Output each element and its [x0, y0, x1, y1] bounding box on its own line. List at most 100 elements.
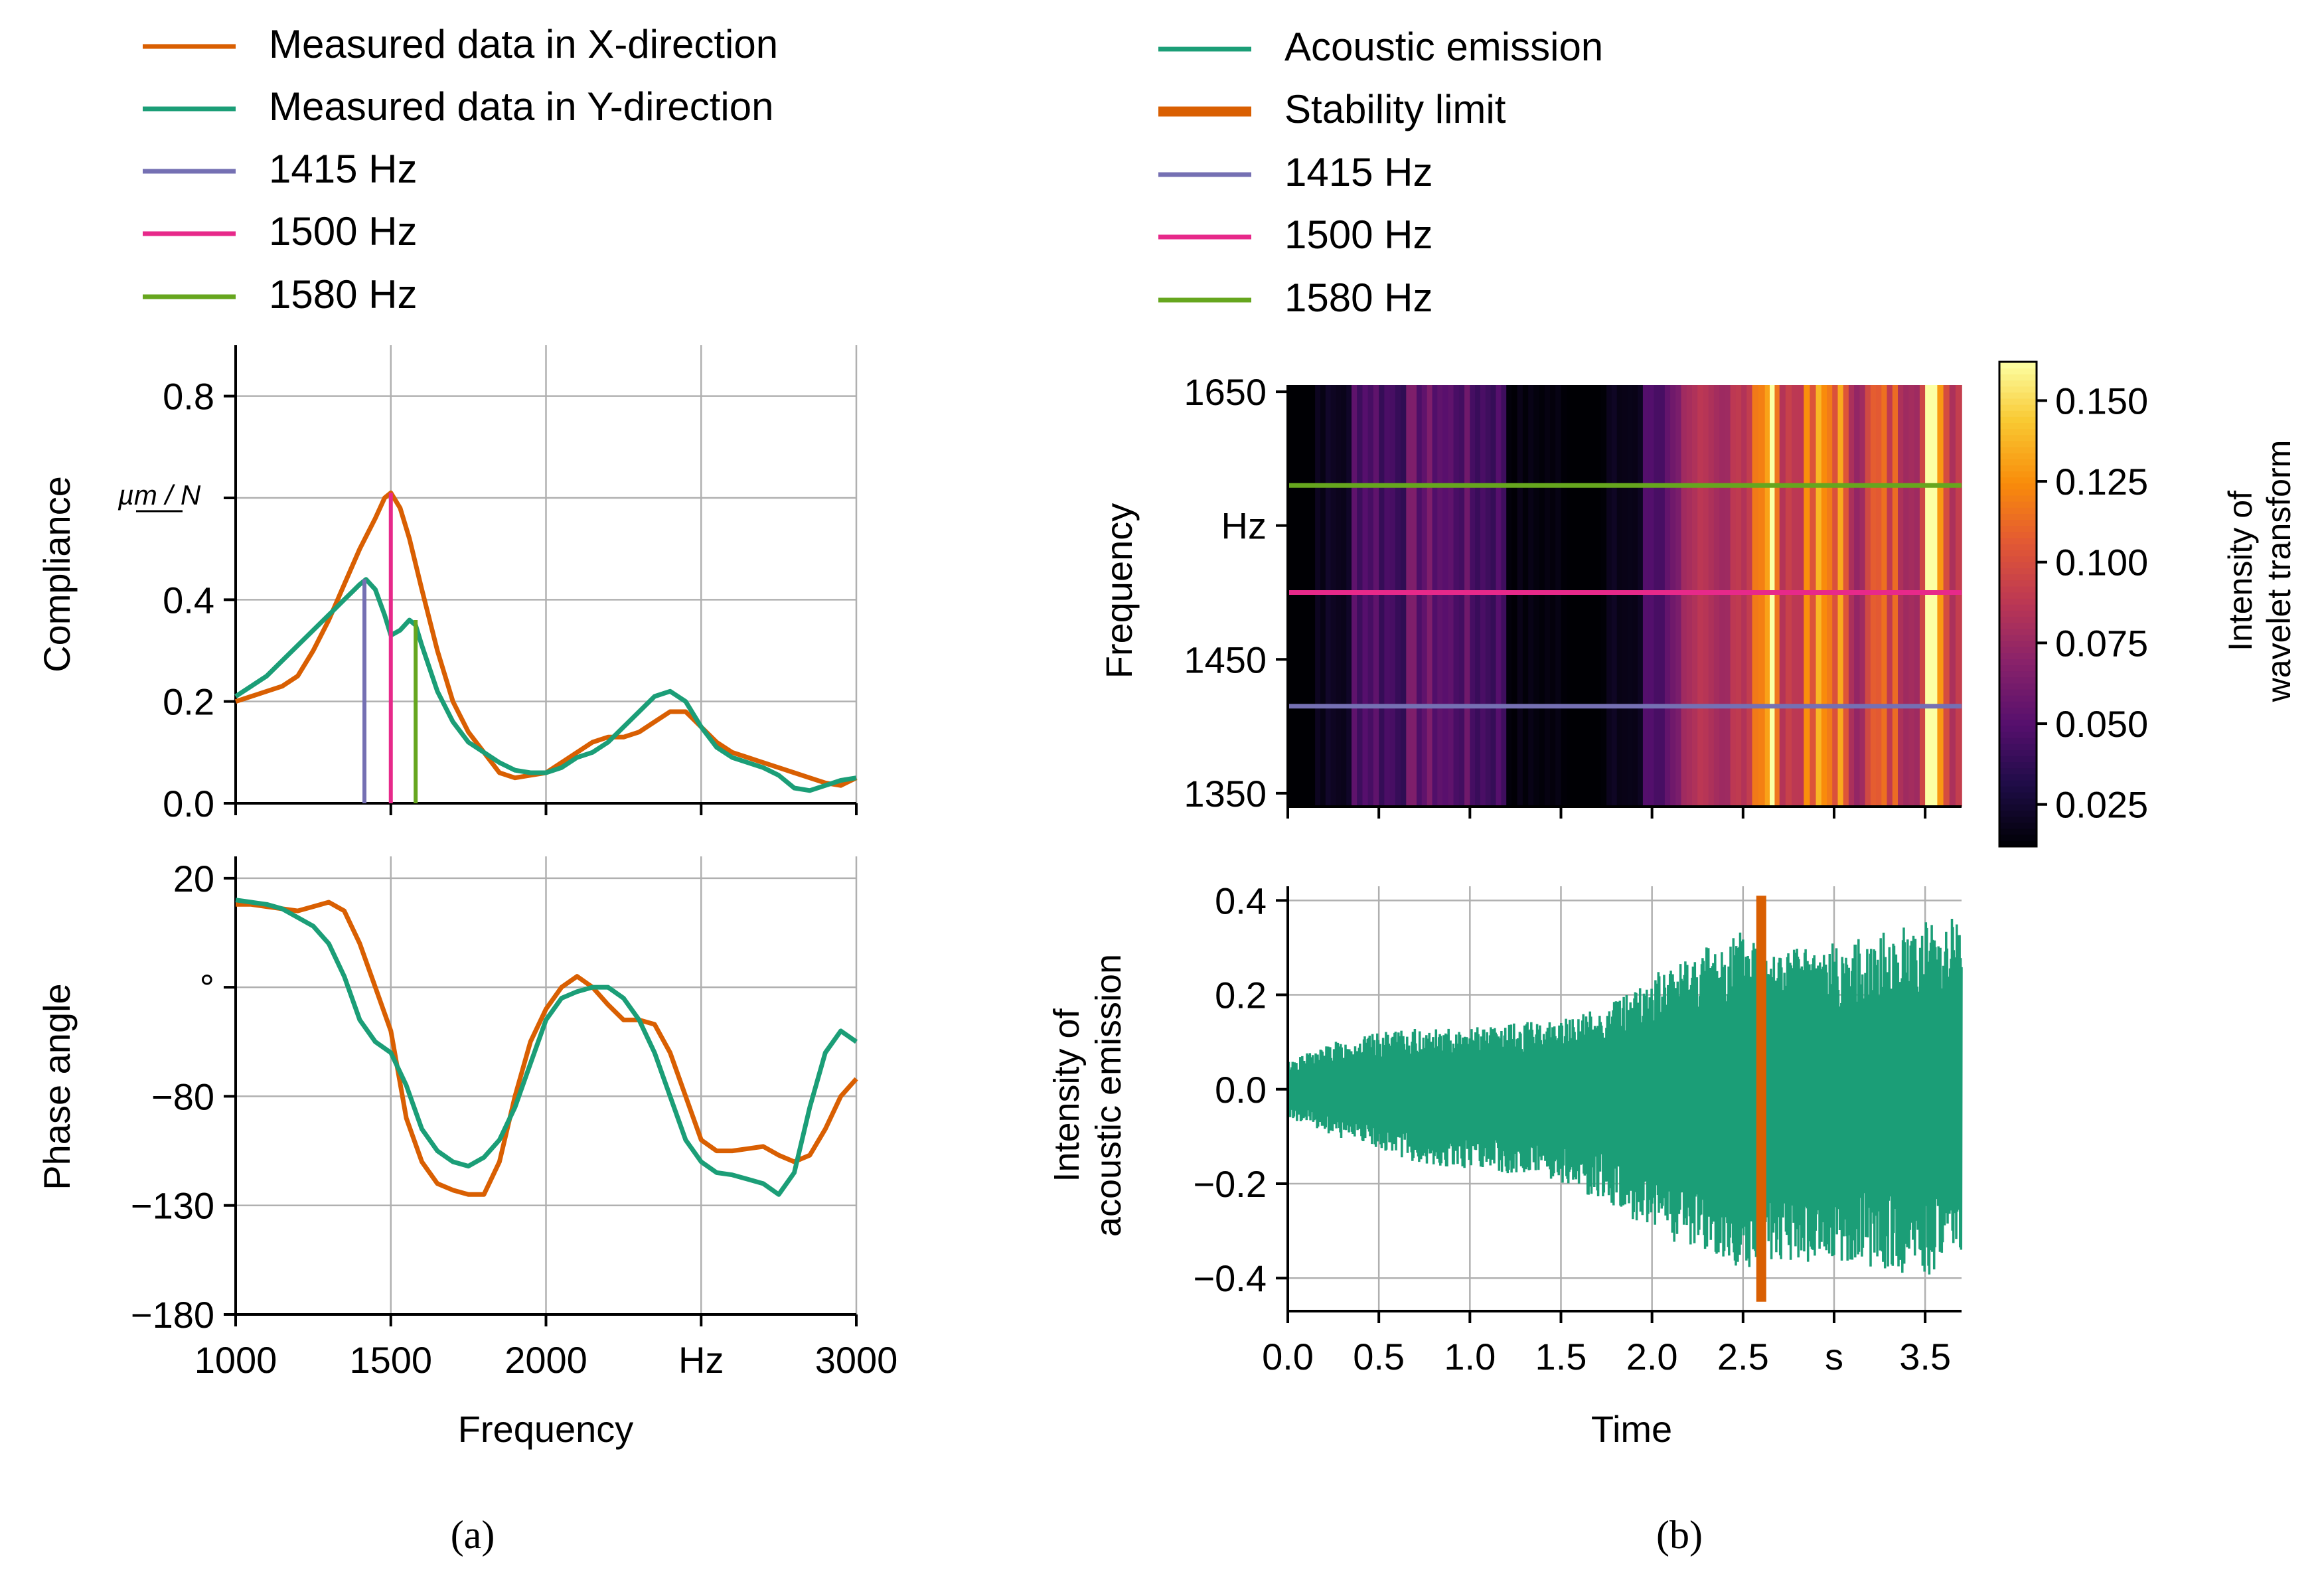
colorbar-band	[1999, 750, 2037, 756]
acoustic-xtick-label: 1.5	[1535, 1336, 1587, 1378]
wavelet-cell	[1346, 385, 1352, 807]
wavelet-cell	[1752, 385, 1759, 807]
colorbar-band	[1999, 785, 2037, 793]
acoustic-xtick-label: 3.5	[1899, 1336, 1951, 1378]
colorbar-band	[1999, 374, 2037, 381]
wavelet-cell	[1798, 385, 1804, 807]
legend-b: Acoustic emission Stability limit 1415 H…	[1158, 25, 1603, 320]
wavelet-ytick-label: 1650	[1184, 371, 1267, 413]
colorbar-band	[1999, 725, 2037, 732]
wavelet-cell	[1427, 385, 1433, 807]
colorbar-band	[1999, 531, 2037, 538]
colorbar-tick-label: 0.025	[2055, 784, 2148, 826]
wavelet-cell	[1816, 385, 1822, 807]
legend-a-label-1500: 1500 Hz	[269, 209, 417, 254]
colorbar-band	[1999, 622, 2037, 629]
wavelet-cell	[1692, 385, 1698, 807]
colorbar-band	[1999, 616, 2037, 623]
wavelet-cell	[1362, 385, 1369, 807]
wavelet-cell	[1406, 385, 1412, 807]
wavelet-cell	[1298, 385, 1305, 807]
wavelet-cell	[1804, 385, 1811, 807]
acoustic-xlabel: Time	[1591, 1408, 1672, 1450]
wavelet-cell	[1887, 385, 1893, 807]
colorbar-band	[1999, 434, 2037, 441]
wavelet-cell	[1659, 385, 1666, 807]
legend-a-label-x: Measured data in X-direction	[269, 22, 778, 66]
colorbar-band	[1999, 640, 2037, 647]
wavelet-cell	[1533, 385, 1540, 807]
wavelet-cell	[1648, 385, 1655, 807]
wavelet-cell	[1881, 385, 1888, 807]
wavelet-cell	[1309, 385, 1316, 807]
acoustic-ylabel-2: acoustic emission	[1089, 954, 1128, 1237]
colorbar-band	[1999, 737, 2037, 744]
colorbar-band	[1999, 634, 2037, 641]
wavelet-cell	[1561, 385, 1567, 807]
colorbar-band	[1999, 743, 2037, 750]
colorbar-band	[1999, 755, 2037, 762]
colorbar-band	[1999, 574, 2037, 581]
colorbar-band	[1999, 822, 2037, 829]
wavelet-cell	[1448, 385, 1454, 807]
wavelet-cell	[1774, 385, 1780, 807]
phase-xtick-label: 3000	[815, 1339, 898, 1381]
colorbar-frame	[1998, 360, 2038, 848]
colorbar-tick-label: 0.050	[2055, 703, 2148, 745]
legend-a-label-y: Measured data in Y-direction	[269, 84, 774, 129]
wavelet-cell	[1908, 385, 1915, 807]
colorbar-band	[1999, 671, 2037, 678]
colorbar-band	[1999, 489, 2037, 496]
wavelet-cell	[1401, 385, 1407, 807]
wavelet-cell	[1506, 385, 1513, 807]
wavelet-ytick-label: Hz	[1221, 505, 1267, 547]
wavelet-cell	[1675, 385, 1682, 807]
wavelet-cell	[1735, 385, 1742, 807]
wavelet-cell	[1937, 385, 1944, 807]
wavelet-cell	[1496, 385, 1502, 807]
acoustic-ytick-label: −0.4	[1193, 1257, 1267, 1299]
wavelet-cell	[1470, 385, 1476, 807]
colorbar-band	[1999, 665, 2037, 672]
wavelet-cell	[1490, 385, 1497, 807]
wavelet-cell	[1594, 385, 1602, 807]
legend-a-label-1580: 1580 Hz	[269, 272, 417, 317]
colorbar-band	[1999, 362, 2037, 368]
phase-series-y	[235, 898, 858, 1197]
wavelet-cell	[1627, 385, 1633, 807]
wavelet-cell	[1511, 385, 1518, 807]
colorbar-band	[1999, 410, 2037, 417]
caption-b: (b)	[1656, 1513, 1703, 1557]
colorbar-band	[1999, 416, 2037, 423]
wavelet-cell	[1288, 385, 1294, 807]
phase-xtick-label: 1500	[349, 1339, 432, 1381]
wavelet-cell	[1606, 385, 1612, 807]
acoustic-xtick-label: 0.5	[1353, 1336, 1405, 1378]
wavelet-cell	[1914, 385, 1920, 807]
compliance-ytick-label: 0.4	[163, 579, 214, 621]
colorbar-tick-label: 0.100	[2055, 542, 2148, 584]
wavelet-cell	[1417, 385, 1423, 807]
wavelet-cell	[1539, 385, 1545, 807]
acoustic-ytick-label: 0.4	[1215, 880, 1267, 921]
colorbar-band	[1999, 707, 2037, 714]
phase-xtick-label: 2000	[504, 1339, 587, 1381]
wavelet-cell	[1336, 385, 1342, 807]
wavelet-cell	[1442, 385, 1449, 807]
colorbar-band	[1999, 767, 2037, 775]
colorbar-band	[1999, 810, 2037, 817]
wavelet-cell	[1304, 385, 1310, 807]
colorbar-tick-label: 0.150	[2055, 380, 2148, 422]
wavelet-cell	[1785, 385, 1792, 807]
acoustic-ytick-label: 0.0	[1215, 1069, 1267, 1111]
colorbar-band	[1999, 682, 2037, 690]
colorbar-band	[1999, 653, 2037, 659]
wavelet-cell	[1475, 385, 1481, 807]
wavelet-cell	[1357, 385, 1363, 807]
colorbar-band	[1999, 592, 2037, 599]
wavelet-ylabel: Frequency	[1098, 503, 1140, 679]
wavelet-cell	[1352, 385, 1357, 807]
wavelet-cell	[1622, 385, 1628, 807]
wavelet-cell	[1384, 385, 1391, 807]
wavelet-cell	[1320, 385, 1326, 807]
